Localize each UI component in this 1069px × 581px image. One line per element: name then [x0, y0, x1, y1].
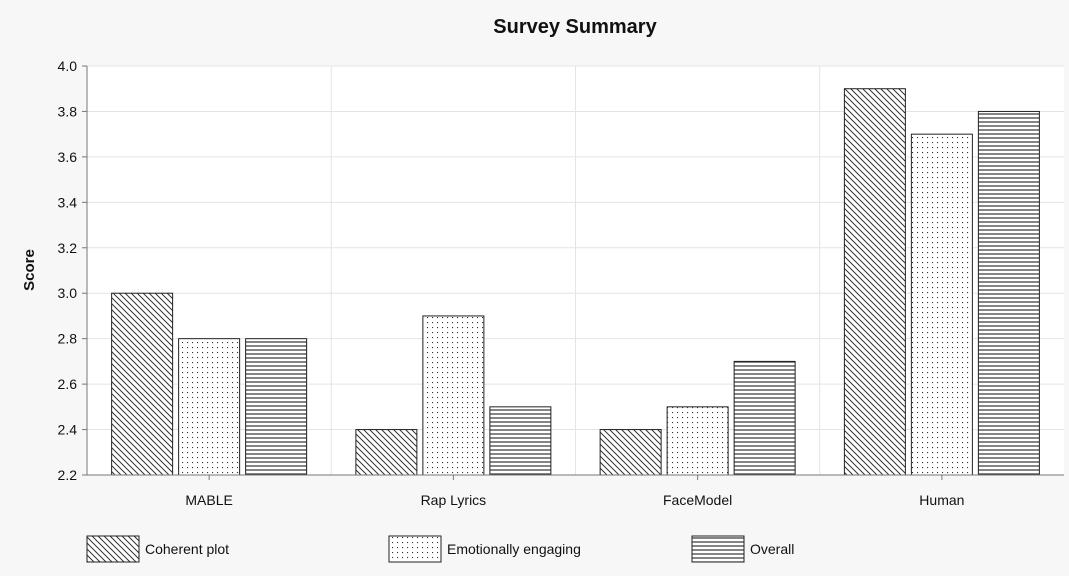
bars — [111, 88, 1040, 476]
y-tick-label: 2.2 — [58, 467, 78, 483]
y-axis-label: Score — [21, 249, 38, 291]
bar-overall-mable — [245, 338, 308, 476]
bar-coherent-plot-human — [843, 88, 906, 476]
y-tick-label: 2.6 — [58, 376, 78, 392]
bar-emotionally-engaging-facemodel — [666, 406, 729, 476]
x-tick-label: Human — [919, 492, 964, 508]
legend-swatch — [86, 535, 140, 563]
x-tick-label: Rap Lyrics — [421, 492, 487, 508]
bar-overall-rap-lyrics — [489, 406, 552, 476]
bar-overall-human — [977, 110, 1040, 476]
x-tick-label: FaceModel — [663, 492, 732, 508]
y-tick-label: 4.0 — [58, 58, 78, 74]
y-tick-label: 2.4 — [58, 422, 78, 438]
legend-label: Overall — [750, 541, 794, 557]
y-tick-label: 3.6 — [58, 149, 78, 165]
bar-coherent-plot-rap-lyrics — [355, 429, 418, 476]
x-axis-ticks: MABLE Rap Lyrics FaceModel Human — [185, 475, 964, 508]
legend: Coherent plot Emotionally engaging Overall — [86, 535, 794, 563]
y-tick-label: 3.8 — [58, 103, 78, 119]
bar-coherent-plot-mable — [111, 292, 174, 476]
y-tick-label: 2.8 — [58, 331, 78, 347]
y-tick-label: 3.0 — [58, 285, 78, 301]
bar-emotionally-engaging-mable — [178, 338, 241, 476]
y-tick-label: 3.4 — [58, 194, 78, 210]
legend-label: Emotionally engaging — [447, 541, 581, 557]
axes — [86, 66, 1064, 476]
legend-swatch — [691, 535, 745, 563]
legend-label: Coherent plot — [145, 541, 229, 557]
bar-emotionally-engaging-human — [910, 133, 973, 476]
bar-emotionally-engaging-rap-lyrics — [422, 315, 485, 476]
chart-title: Survey Summary — [493, 16, 657, 38]
bar-overall-facemodel — [733, 360, 796, 476]
x-tick-label: MABLE — [185, 492, 232, 508]
y-tick-label: 3.2 — [58, 240, 78, 256]
bar-coherent-plot-facemodel — [599, 429, 662, 476]
legend-swatch — [388, 535, 442, 563]
y-axis-ticks: 2.2 2.4 2.6 2.8 3.0 3.2 3.4 3.6 3.8 4.0 — [58, 58, 87, 483]
